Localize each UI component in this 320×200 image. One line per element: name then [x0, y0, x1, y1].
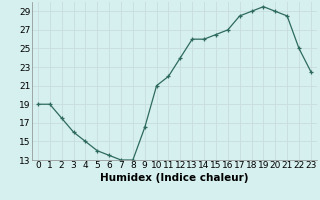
X-axis label: Humidex (Indice chaleur): Humidex (Indice chaleur): [100, 173, 249, 183]
